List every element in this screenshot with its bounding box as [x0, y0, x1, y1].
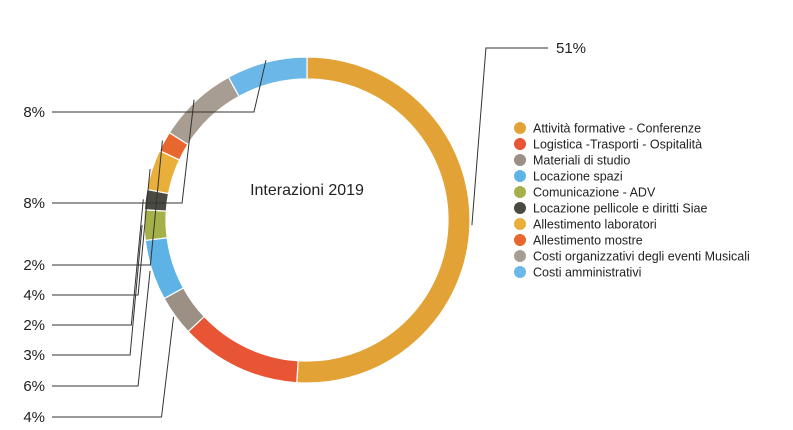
- legend-label: Allestimento laboratori: [533, 218, 657, 232]
- pct-label-materiali-di-studio: 4%: [23, 409, 45, 426]
- legend-label: Allestimento mostre: [533, 234, 643, 248]
- legend-label: Costi organizzativi degli eventi Musical…: [533, 250, 750, 264]
- chart-title: Interazioni 2019: [250, 182, 364, 199]
- legend-swatch: [514, 138, 526, 150]
- pct-label-attivita-formative-conferenze: 51%: [556, 40, 586, 57]
- leader-line-costi-amministrativi: [52, 60, 267, 113]
- legend-swatch: [514, 250, 526, 262]
- pct-label-costi-amministrativi: 8%: [23, 104, 45, 121]
- leader-line-comunicazione-adv: [52, 225, 143, 356]
- legend-item-logistica-trasporti-ospitalita: Logistica -Trasporti - Ospitalità: [514, 138, 702, 152]
- legend-item-locazione-spazi: Locazione spazi: [514, 170, 623, 184]
- legend-item-costi-amministrativi: Costi amministrativi: [514, 266, 641, 280]
- leader-line-costi-organizzativi-degli-eventi-musicali: [52, 99, 195, 204]
- pct-label-costi-organizzativi-degli-eventi-musicali: 8%: [23, 195, 45, 212]
- legend-swatch: [514, 154, 526, 166]
- legend-item-attivita-formative-conferenze: Attività formative - Conferenze: [514, 122, 701, 136]
- legend-label: Logistica -Trasporti - Ospitalità: [533, 138, 702, 152]
- leader-line-allestimento-laboratori: [52, 168, 151, 296]
- legend-swatch: [514, 234, 526, 246]
- legend-item-locazione-pellicole-e-diritti-siae: Locazione pellicole e diritti Siae: [514, 202, 707, 216]
- pct-label-allestimento-laboratori: 4%: [23, 287, 45, 304]
- legend-item-comunicazione-adv: Comunicazione - ADV: [514, 186, 656, 200]
- slice-costi-amministrativi: [227, 56, 308, 98]
- legend-swatch: [514, 266, 526, 278]
- legend-swatch: [514, 170, 526, 182]
- legend-label: Materiali di studio: [533, 154, 630, 168]
- legend-swatch: [514, 122, 526, 134]
- slice-attivita-formative-conferenze: [296, 56, 471, 384]
- legend-swatch: [514, 218, 526, 230]
- legend-label: Attività formative - Conferenze: [533, 122, 701, 136]
- legend-label: Locazione spazi: [533, 170, 623, 184]
- pct-label-allestimento-mostre: 2%: [23, 257, 45, 274]
- pct-label-comunicazione-adv: 3%: [23, 347, 45, 364]
- legend-item-allestimento-laboratori: Allestimento laboratori: [514, 218, 657, 232]
- leader-line-attivita-formative-conferenze: [471, 47, 548, 226]
- slice-logistica-trasporti-ospitalita: [187, 315, 299, 384]
- legend-label: Locazione pellicole e diritti Siae: [533, 202, 707, 216]
- slice-costi-organizzativi-degli-eventi-musicali: [168, 76, 240, 146]
- pct-label-logistica-trasporti-ospitalita: 12%: [15, 0, 45, 4]
- percentage-labels: 8% 8% 2% 4% 2% 3% 6% 4% 12% 51%: [15, 0, 586, 426]
- leader-line-materiali-di-studio: [52, 316, 175, 418]
- legend-label: Comunicazione - ADV: [533, 186, 656, 200]
- leader-line-allestimento-mostre: [52, 140, 163, 266]
- legend-swatch: [514, 202, 526, 214]
- leader-line-locazione-spazi: [52, 270, 151, 387]
- legend: Attività formative - Conferenze Logistica…: [514, 122, 750, 280]
- leader-lines: [52, 47, 548, 418]
- pct-label-locazione-pellicole-e-diritti-siae: 2%: [23, 317, 45, 334]
- legend-item-materiali-di-studio: Materiali di studio: [514, 154, 630, 168]
- donut-slices: [143, 56, 471, 384]
- pct-label-locazione-spazi: 6%: [23, 378, 45, 395]
- legend-swatch: [514, 186, 526, 198]
- leader-line-locazione-pellicole-e-diritti-siae: [52, 199, 144, 326]
- legend-label: Costi amministrativi: [533, 266, 641, 280]
- slice-locazione-spazi: [144, 237, 185, 300]
- legend-item-allestimento-mostre: Allestimento mostre: [514, 234, 643, 248]
- legend-item-costi-organizzativi-degli-eventi-musicali: Costi organizzativi degli eventi Musical…: [514, 250, 750, 264]
